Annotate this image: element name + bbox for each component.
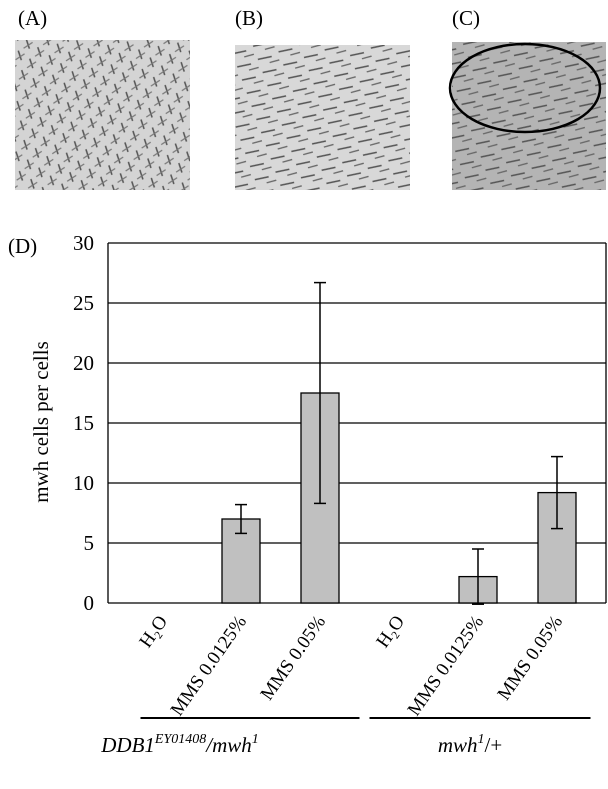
group-label-part: 1: [478, 732, 485, 747]
group-label-part: 1: [252, 732, 259, 747]
error-bar: [472, 548, 484, 605]
group-label-part: /+: [485, 733, 503, 757]
y-tick-label: 30: [73, 231, 94, 255]
panel-label: (D): [8, 234, 37, 258]
y-axis-label: mwh cells per cells: [29, 341, 53, 503]
y-tick-label: 25: [73, 291, 94, 315]
group-label-part: DDB1: [100, 733, 155, 757]
error-bar: [235, 503, 247, 535]
group-label-part: /mwh: [205, 733, 252, 757]
group-label: DDB1EY01408/mwh1: [100, 732, 259, 757]
x-tick-label: MMS 0.0125%: [167, 612, 252, 720]
y-tick-label: 10: [73, 471, 94, 495]
x-tick-label: H₂O: [372, 612, 409, 652]
panel-label: (B): [235, 6, 263, 30]
x-tick-label: MMS 0.05%: [494, 612, 568, 705]
panel-label: (A): [18, 6, 47, 30]
y-tick-label: 15: [73, 411, 94, 435]
image-a: [15, 40, 190, 190]
x-tick-label: MMS 0.05%: [257, 612, 331, 705]
image-b: [235, 45, 410, 190]
y-tick-label: 20: [73, 351, 94, 375]
group-label: mwh1/+: [438, 732, 502, 757]
error-bar: [551, 455, 563, 530]
error-bar: [314, 281, 326, 505]
y-tick-label: 5: [84, 531, 95, 555]
group-label-part: mwh: [438, 733, 478, 757]
y-tick-label: 0: [84, 591, 95, 615]
group-label-part: EY01408: [154, 732, 206, 747]
x-tick-label: H₂O: [135, 612, 172, 652]
image-c: [448, 42, 606, 190]
x-tick-label: MMS 0.0125%: [404, 612, 489, 720]
panel-label: (C): [452, 6, 480, 30]
